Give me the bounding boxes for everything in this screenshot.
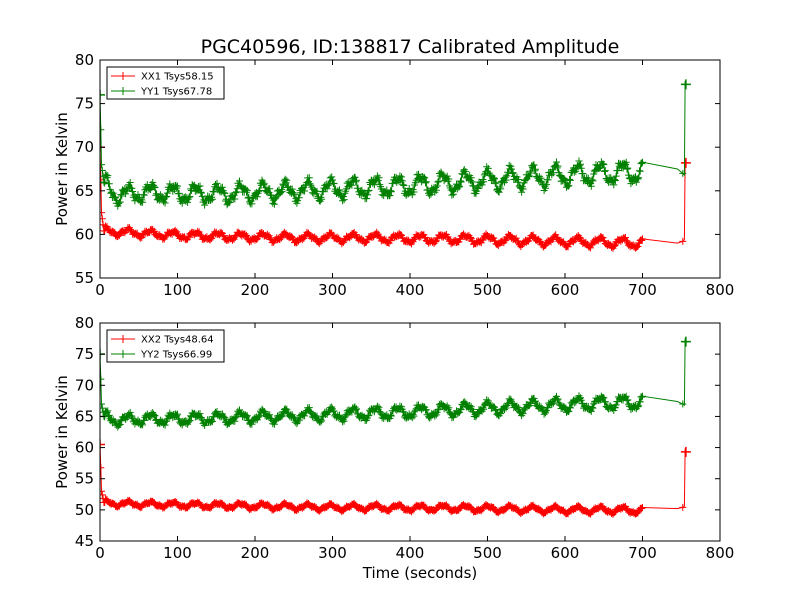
y-tick-label: 75 xyxy=(75,95,94,113)
y-tick-label: 65 xyxy=(75,407,94,425)
legend: XX1 Tsys58.15 YY1 Tsys67.78 xyxy=(106,66,225,100)
x-tick-label: 800 xyxy=(706,281,735,299)
x-tick-label: 500 xyxy=(473,544,502,562)
x-tick-label: 800 xyxy=(706,544,735,562)
legend-label: XX2 Tsys48.64 xyxy=(141,335,214,346)
start-marker xyxy=(100,439,105,450)
start-marker xyxy=(100,89,105,100)
x-tick-label: 0 xyxy=(95,281,105,299)
x-tick-label: 100 xyxy=(163,544,192,562)
plot-area xyxy=(100,79,691,252)
x-tick-label: 700 xyxy=(628,544,657,562)
series-markers-xx2 xyxy=(100,441,689,518)
x-tick-label: 300 xyxy=(318,544,347,562)
y-tick-label: 50 xyxy=(75,501,94,519)
legend: XX2 Tsys48.64 YY2 Tsys66.99 xyxy=(106,329,225,363)
x-axis-label: Time (seconds) xyxy=(362,564,478,582)
y-axis-label: Power in Kelvin xyxy=(53,375,71,489)
x-tick-label: 300 xyxy=(318,281,347,299)
y-tick-label: 60 xyxy=(75,439,94,457)
y-tick-label: 65 xyxy=(75,182,94,200)
series-markers-yy2 xyxy=(100,338,689,431)
x-tick-label: 600 xyxy=(551,281,580,299)
end-marker xyxy=(680,157,691,168)
x-tick-label: 400 xyxy=(396,544,425,562)
x-tick-label: 400 xyxy=(396,281,425,299)
legend-label: YY1 Tsys67.78 xyxy=(140,87,212,98)
y-tick-label: 60 xyxy=(75,225,94,243)
legend-marker xyxy=(119,335,127,343)
x-tick-label: 700 xyxy=(628,281,657,299)
series-markers-yy1 xyxy=(100,80,689,210)
x-tick-label: 500 xyxy=(473,281,502,299)
y-tick-label: 55 xyxy=(75,269,94,287)
end-marker xyxy=(680,336,691,347)
legend-box xyxy=(106,329,225,363)
y-tick-label: 75 xyxy=(75,345,94,363)
plot-area xyxy=(100,336,691,518)
end-marker xyxy=(680,79,691,90)
x-tick-label: 200 xyxy=(241,281,270,299)
x-tick-label: 0 xyxy=(95,544,105,562)
series-markers-xx1 xyxy=(100,143,689,252)
legend-marker xyxy=(119,87,127,95)
chart-title: PGC40596, ID:138817 Calibrated Amplitude xyxy=(201,36,620,58)
x-tick-label: 200 xyxy=(241,544,270,562)
y-tick-label: 45 xyxy=(75,532,94,550)
legend-label: XX1 Tsys58.15 xyxy=(141,72,214,83)
x-tick-label: 100 xyxy=(163,281,192,299)
legend-box xyxy=(106,66,225,100)
top-panel: 0 100 200 300 400 500 600 700 800 55 60 65 70 75 80 Pow… xyxy=(53,51,734,299)
bottom-panel: 0 100 200 300 400 500 600 700 800 45 50 55 60 65 70 75 8… xyxy=(53,314,734,582)
y-axis-label: Power in Kelvin xyxy=(53,112,71,226)
legend-marker xyxy=(119,350,127,358)
x-tick-label: 600 xyxy=(551,544,580,562)
end-marker xyxy=(680,446,691,457)
y-tick-label: 80 xyxy=(75,51,94,69)
legend-marker xyxy=(119,72,127,80)
y-tick-label: 70 xyxy=(75,138,94,156)
legend-label: YY2 Tsys66.99 xyxy=(140,350,212,361)
y-tick-label: 55 xyxy=(75,470,94,488)
y-tick-label: 70 xyxy=(75,376,94,394)
y-tick-label: 80 xyxy=(75,314,94,332)
